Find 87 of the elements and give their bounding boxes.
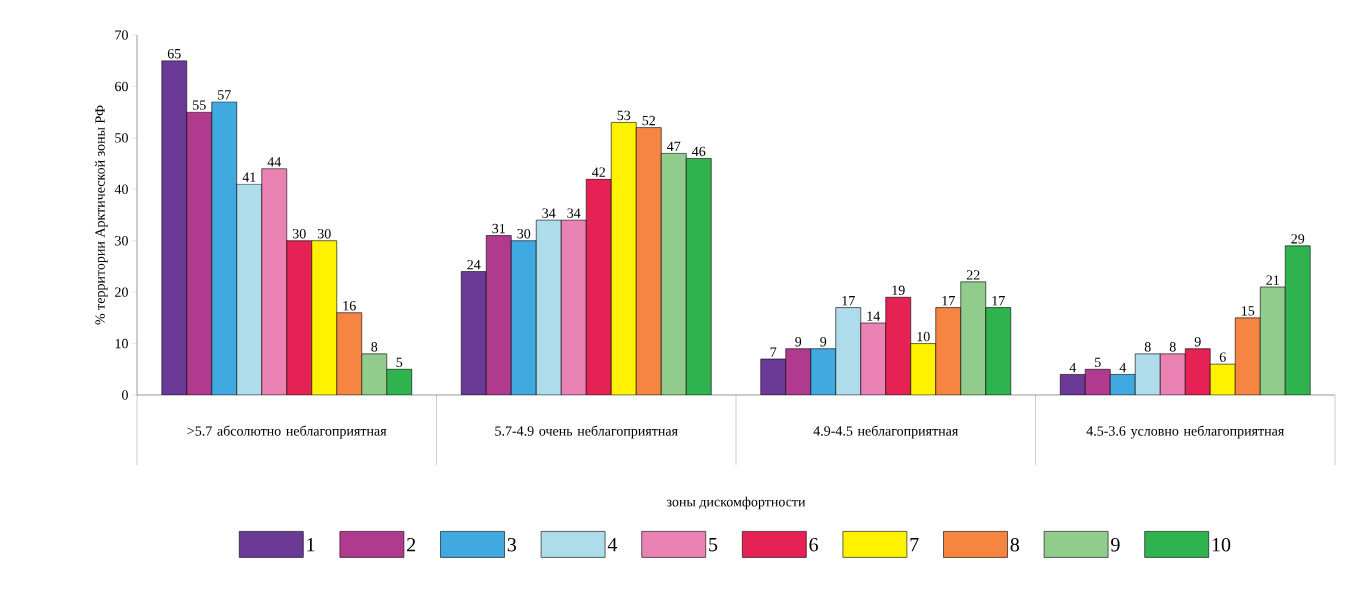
- bar: [286, 240, 312, 395]
- data-label: 9: [795, 337, 802, 347]
- x-tick-label: 4.9-4.5 неблагоприятная: [813, 425, 959, 439]
- data-label: 8: [371, 342, 378, 352]
- data-label: 53: [617, 110, 631, 121]
- legend-label: 4: [607, 538, 618, 552]
- data-label: 41: [242, 172, 256, 182]
- data-label: 4: [1069, 362, 1077, 373]
- y-tick-label: 40: [114, 184, 128, 195]
- y-tick-label: 30: [115, 235, 128, 246]
- data-label: 30: [517, 228, 531, 239]
- bar: [536, 220, 562, 395]
- bar: [186, 112, 212, 395]
- bar: [785, 348, 811, 395]
- bar: [636, 127, 662, 395]
- y-tick-label: 20: [115, 287, 128, 297]
- data-label: 24: [467, 260, 481, 270]
- data-label: 15: [1241, 306, 1255, 316]
- data-label: 34: [542, 208, 556, 218]
- y-tick-label: 70: [115, 30, 128, 40]
- data-label: 9: [820, 337, 827, 347]
- bar: [561, 220, 587, 395]
- data-label: 17: [992, 296, 1005, 306]
- y-tick-label: 10: [115, 338, 128, 349]
- data-label: 52: [642, 115, 655, 126]
- data-label: 21: [1266, 275, 1279, 285]
- data-label: 17: [942, 296, 955, 306]
- data-label: 44: [267, 157, 282, 167]
- bar: [1084, 368, 1111, 395]
- legend-label: 2: [407, 538, 416, 552]
- bar: [336, 312, 362, 395]
- bar: [1184, 348, 1211, 395]
- data-label: 30: [317, 228, 331, 239]
- bar: [885, 297, 911, 395]
- data-label: 22: [966, 270, 980, 280]
- data-label: 29: [1291, 234, 1305, 244]
- legend-label: 3: [507, 538, 517, 552]
- x-tick-label: 4.5-3.6 условно неблагоприятная: [1086, 425, 1285, 439]
- bar: [1134, 353, 1161, 395]
- data-label: 19: [892, 285, 905, 295]
- y-tick-label: 50: [115, 133, 128, 143]
- bar: [236, 184, 262, 395]
- legend-label: 8: [1010, 538, 1020, 552]
- bar: [1159, 353, 1186, 395]
- data-label: 16: [343, 301, 356, 311]
- data-label: 34: [567, 208, 581, 218]
- bar: [860, 323, 886, 395]
- x-axis-title: зоны дискомфортности: [666, 496, 806, 510]
- y-axis-title: % территории Арктической зоны РФ: [95, 105, 108, 325]
- data-label: 46: [692, 146, 706, 157]
- bar: [935, 307, 961, 395]
- data-label: 14: [867, 311, 881, 321]
- data-label: 17: [842, 296, 855, 306]
- legend-label: 9: [1111, 538, 1120, 552]
- y-tick-label: 60: [115, 81, 128, 92]
- legend-label: 1: [307, 538, 315, 552]
- data-label: 55: [193, 100, 206, 110]
- data-label: 10: [917, 331, 930, 342]
- bar: [486, 235, 512, 395]
- data-label: 9: [1194, 337, 1201, 347]
- data-label: 5: [396, 357, 403, 367]
- data-label: 65: [167, 49, 181, 59]
- bar: [835, 307, 861, 395]
- data-label: 4: [1119, 362, 1127, 373]
- legend-label: 5: [709, 538, 718, 552]
- legend-label: 7: [910, 538, 919, 552]
- y-tick-label: 0: [122, 390, 128, 400]
- data-label: 6: [1219, 352, 1226, 362]
- legend-label: 10: [1212, 538, 1231, 552]
- data-label: 30: [292, 228, 306, 239]
- data-label: 8: [1169, 342, 1176, 352]
- x-tick-label: >5.7 абсолютно неблагоприятная: [187, 425, 387, 439]
- legend-label: 6: [809, 538, 819, 552]
- bar: [1234, 317, 1261, 395]
- data-label: 57: [218, 90, 231, 100]
- data-label: 42: [592, 167, 605, 177]
- bar: [261, 168, 287, 395]
- bar: [161, 60, 187, 395]
- data-label: 5: [1095, 357, 1101, 367]
- bar: [461, 271, 487, 395]
- data-label: 7: [770, 347, 777, 357]
- bar: [586, 179, 612, 395]
- bar: [760, 359, 786, 395]
- data-label: 8: [1144, 342, 1151, 352]
- x-tick-label: 5.7-4.9 очень неблагоприятная: [495, 425, 678, 439]
- data-label: 47: [667, 141, 681, 151]
- data-label: 31: [492, 223, 505, 234]
